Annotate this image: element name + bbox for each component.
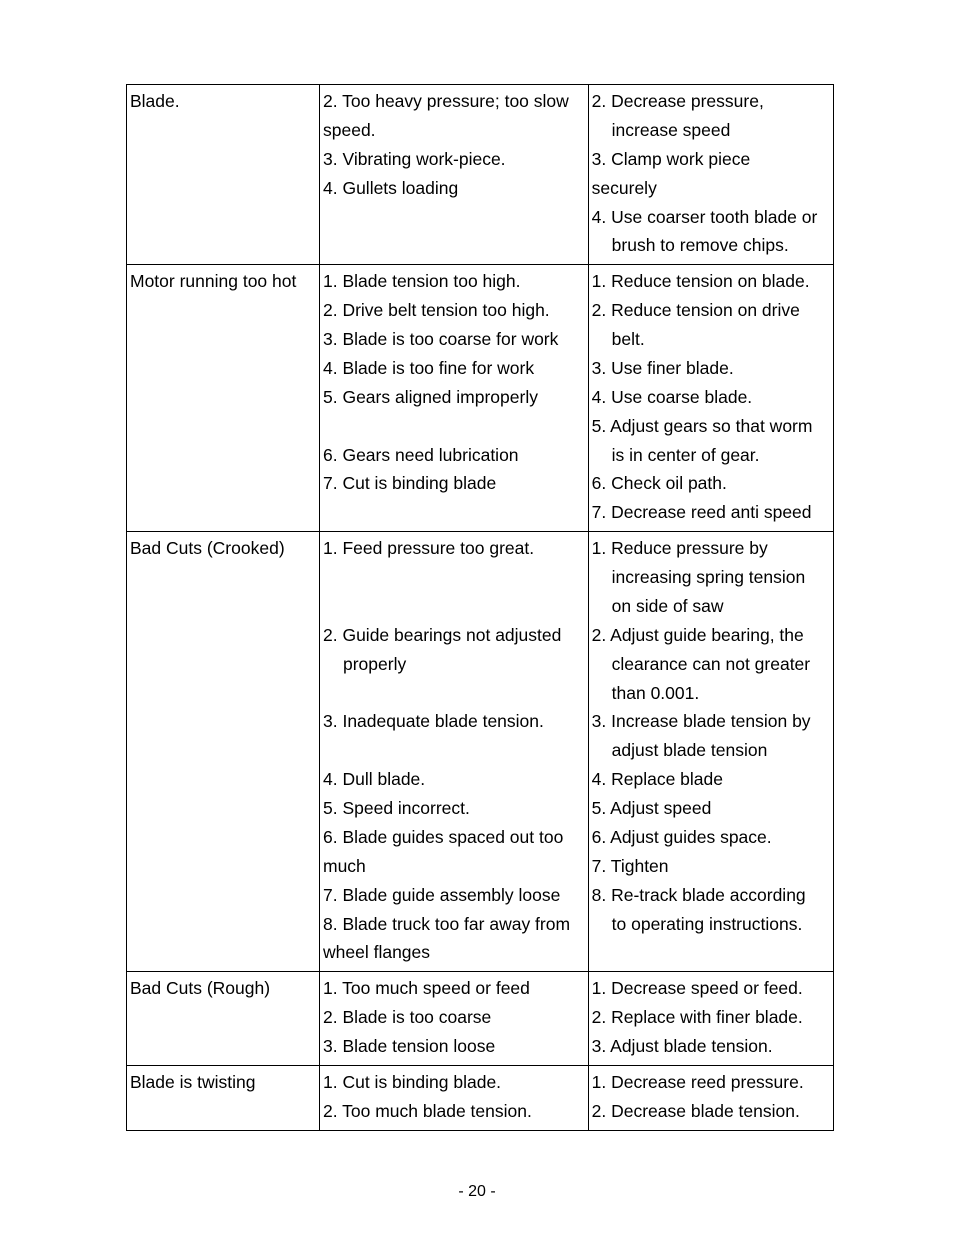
cell-line: 4. Replace blade (592, 765, 830, 794)
cell-line: 8. Blade truck too far away from (323, 910, 585, 939)
cell-line: 2. Too much blade tension. (323, 1097, 585, 1126)
cell-line: to operating instructions. (592, 910, 830, 939)
table-row: Bad Cuts (Crooked)1. Feed pressure too g… (127, 532, 834, 972)
cell-line: Bad Cuts (Crooked) (130, 534, 316, 563)
cell-line: Blade is twisting (130, 1068, 316, 1097)
problem-cell: Blade is twisting (127, 1065, 320, 1130)
cell-line: much (323, 852, 585, 881)
remedy-cell: 2. Decrease pressure,increase speed3. Cl… (588, 85, 833, 265)
cause-cell: 1. Blade tension too high.2. Drive belt … (320, 265, 589, 532)
cell-line: 3. Use finer blade. (592, 354, 830, 383)
cell-line (323, 679, 585, 708)
table-row: Bad Cuts (Rough)1. Too much speed or fee… (127, 972, 834, 1066)
table-body: Blade.2. Too heavy pressure; too slowspe… (127, 85, 834, 1131)
cell-line: than 0.001. (592, 679, 830, 708)
cell-line: 3. Increase blade tension by (592, 707, 830, 736)
cell-line: 1. Too much speed or feed (323, 974, 585, 1003)
problem-cell: Bad Cuts (Rough) (127, 972, 320, 1066)
cell-line: speed. (323, 116, 585, 145)
cell-line: 2. Replace with finer blade. (592, 1003, 830, 1032)
troubleshooting-table: Blade.2. Too heavy pressure; too slowspe… (126, 84, 834, 1131)
remedy-cell: 1. Decrease speed or feed.2. Replace wit… (588, 972, 833, 1066)
cell-line: 1. Blade tension too high. (323, 267, 585, 296)
cell-line: properly (323, 650, 585, 679)
remedy-cell: 1. Decrease reed pressure.2. Decrease bl… (588, 1065, 833, 1130)
cell-line: 4. Blade is too fine for work (323, 354, 585, 383)
cell-line: 2. Adjust guide bearing, the (592, 621, 830, 650)
cell-line: is in center of gear. (592, 441, 830, 470)
cell-line: wheel flanges (323, 938, 585, 967)
cell-line: 4. Use coarser tooth blade or (592, 203, 830, 232)
cell-line: 1. Reduce pressure by (592, 534, 830, 563)
cell-line: belt. (592, 325, 830, 354)
cell-line: 7. Tighten (592, 852, 830, 881)
cell-line (323, 563, 585, 592)
cell-line: 1. Decrease speed or feed. (592, 974, 830, 1003)
table-row: Motor running too hot1. Blade tension to… (127, 265, 834, 532)
cell-line: 8. Re-track blade according (592, 881, 830, 910)
cell-line: 6. Adjust guides space. (592, 823, 830, 852)
cell-line: 4. Dull blade. (323, 765, 585, 794)
cell-line: brush to remove chips. (592, 231, 830, 260)
cell-line (323, 736, 585, 765)
cell-line: 5. Gears aligned improperly (323, 383, 585, 412)
cell-line (323, 592, 585, 621)
cell-line: 7. Cut is binding blade (323, 469, 585, 498)
cell-line: 2. Reduce tension on drive (592, 296, 830, 325)
cell-line: 5. Adjust speed (592, 794, 830, 823)
document-page: Blade.2. Too heavy pressure; too slowspe… (0, 0, 954, 1235)
cell-line: clearance can not greater (592, 650, 830, 679)
problem-cell: Blade. (127, 85, 320, 265)
page-number: - 20 - (0, 1183, 954, 1201)
cell-line: 1. Feed pressure too great. (323, 534, 585, 563)
cause-cell: 1. Too much speed or feed2. Blade is too… (320, 972, 589, 1066)
cell-line: 5. Speed incorrect. (323, 794, 585, 823)
cause-cell: 1. Cut is binding blade.2. Too much blad… (320, 1065, 589, 1130)
table-row: Blade is twisting1. Cut is binding blade… (127, 1065, 834, 1130)
cell-line: increase speed (592, 116, 830, 145)
cell-line: 3. Blade tension loose (323, 1032, 585, 1061)
cell-line: securely (592, 174, 830, 203)
cell-line: 6. Blade guides spaced out too (323, 823, 585, 852)
cell-line: increasing spring tension (592, 563, 830, 592)
cell-line: 3. Clamp work piece (592, 145, 830, 174)
cell-line: adjust blade tension (592, 736, 830, 765)
cell-line: 2. Guide bearings not adjusted (323, 621, 585, 650)
cause-cell: 1. Feed pressure too great. 2. Guide bea… (320, 532, 589, 972)
cell-line: 3. Blade is too coarse for work (323, 325, 585, 354)
cell-line: 1. Decrease reed pressure. (592, 1068, 830, 1097)
table-row: Blade.2. Too heavy pressure; too slowspe… (127, 85, 834, 265)
cell-line: on side of saw (592, 592, 830, 621)
cell-line: Bad Cuts (Rough) (130, 974, 316, 1003)
cell-line: 2. Too heavy pressure; too slow (323, 87, 585, 116)
cell-line: 7. Decrease reed anti speed (592, 498, 830, 527)
cell-line: 3. Adjust blade tension. (592, 1032, 830, 1061)
cell-line: 2. Drive belt tension too high. (323, 296, 585, 325)
cell-line: 2. Decrease blade tension. (592, 1097, 830, 1126)
remedy-cell: 1. Reduce tension on blade.2. Reduce ten… (588, 265, 833, 532)
cell-line: 5. Adjust gears so that worm (592, 412, 830, 441)
cell-line: 2. Blade is too coarse (323, 1003, 585, 1032)
cell-line: 4. Use coarse blade. (592, 383, 830, 412)
remedy-cell: 1. Reduce pressure byincreasing spring t… (588, 532, 833, 972)
cell-line: Motor running too hot (130, 267, 316, 296)
problem-cell: Bad Cuts (Crooked) (127, 532, 320, 972)
cell-line: 4. Gullets loading (323, 174, 585, 203)
cell-line: 3. Vibrating work-piece. (323, 145, 585, 174)
problem-cell: Motor running too hot (127, 265, 320, 532)
cell-line: 7. Blade guide assembly loose (323, 881, 585, 910)
cell-line: 6. Check oil path. (592, 469, 830, 498)
cell-line: 1. Cut is binding blade. (323, 1068, 585, 1097)
cell-line: 6. Gears need lubrication (323, 441, 585, 470)
cell-line: 2. Decrease pressure, (592, 87, 830, 116)
cell-line: Blade. (130, 87, 316, 116)
cell-line: 1. Reduce tension on blade. (592, 267, 830, 296)
cause-cell: 2. Too heavy pressure; too slowspeed.3. … (320, 85, 589, 265)
cell-line: 3. Inadequate blade tension. (323, 707, 585, 736)
cell-line (323, 412, 585, 441)
